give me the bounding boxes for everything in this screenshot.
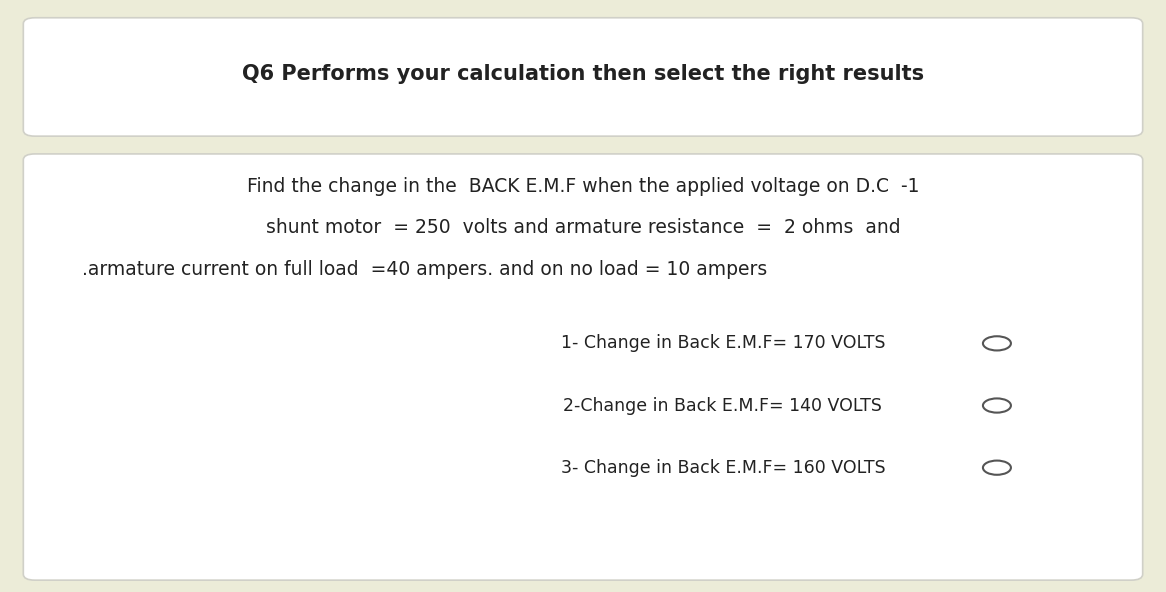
Text: 1- Change in Back E.M.F= 170 VOLTS: 1- Change in Back E.M.F= 170 VOLTS: [561, 334, 885, 352]
FancyBboxPatch shape: [23, 18, 1143, 136]
Text: 2-Change in Back E.M.F= 140 VOLTS: 2-Change in Back E.M.F= 140 VOLTS: [563, 397, 883, 414]
Text: Q6 Performs your calculation then select the right results: Q6 Performs your calculation then select…: [241, 64, 925, 84]
Text: shunt motor  = 250  volts and armature resistance  =  2 ohms  and: shunt motor = 250 volts and armature res…: [266, 218, 900, 237]
Text: Find the change in the  BACK E.M.F when the applied voltage on D.C  -1: Find the change in the BACK E.M.F when t…: [247, 177, 919, 196]
Text: .armature current on full load  =40 ampers. and on no load = 10 ampers: .armature current on full load =40 amper…: [82, 260, 767, 279]
FancyBboxPatch shape: [23, 154, 1143, 580]
Text: 3- Change in Back E.M.F= 160 VOLTS: 3- Change in Back E.M.F= 160 VOLTS: [561, 459, 885, 477]
